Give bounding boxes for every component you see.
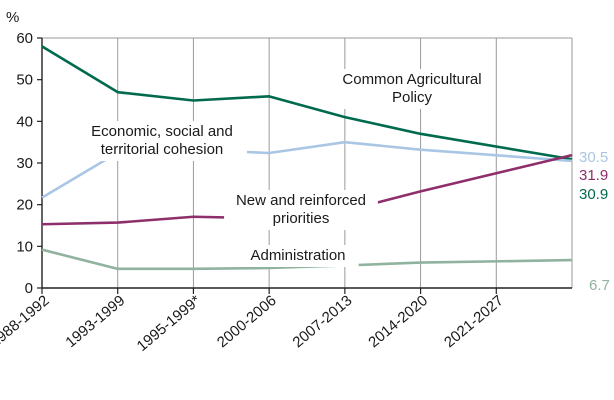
y-tick-label: 40 — [16, 113, 33, 130]
end-value-labels: 30.9 30.531.9 6.7 — [579, 149, 610, 294]
y-tick-label: 0 — [25, 280, 33, 297]
end-value-label: 6.7 — [589, 277, 610, 294]
x-tick-label: 2000-2006 — [214, 292, 280, 351]
x-tick-label: 2021-2027 — [441, 292, 507, 351]
end-value-label: 30.9 — [579, 186, 608, 203]
series-label: territorial cohesion — [101, 141, 224, 158]
y-tick-label: 10 — [16, 238, 33, 255]
series-label: Economic, social and — [91, 123, 233, 140]
series-label: Administration — [250, 247, 345, 264]
series-line — [41, 248, 573, 271]
series-label: priorities — [273, 210, 330, 227]
series-label-bg — [77, 121, 247, 161]
x-tick-label: 2007-2013 — [290, 292, 356, 351]
y-tick-label: 60 — [16, 30, 33, 47]
series-line — [41, 45, 573, 161]
y-tick-label: 50 — [16, 72, 33, 89]
end-value-label: 30.5 — [579, 149, 608, 166]
series-label: Common Agricultural — [342, 71, 481, 88]
x-tick-label: 1993-1999 — [62, 292, 128, 351]
series-label: New and reinforced — [236, 192, 366, 209]
x-tick-label: 1988-1992 — [0, 292, 53, 351]
x-tick-label: 2014-2020 — [365, 292, 431, 351]
series-label: Policy — [392, 89, 433, 106]
y-tick-label: 20 — [16, 197, 33, 214]
series-label-bg — [331, 69, 493, 109]
series-label-bg — [237, 245, 359, 267]
end-value-label: 31.9 — [579, 167, 608, 184]
x-tick-label: 1995-1999* — [134, 292, 204, 355]
y-tick-label: 30 — [16, 155, 33, 172]
series-label-bg — [224, 190, 378, 230]
y-axis-label: % — [6, 9, 19, 26]
